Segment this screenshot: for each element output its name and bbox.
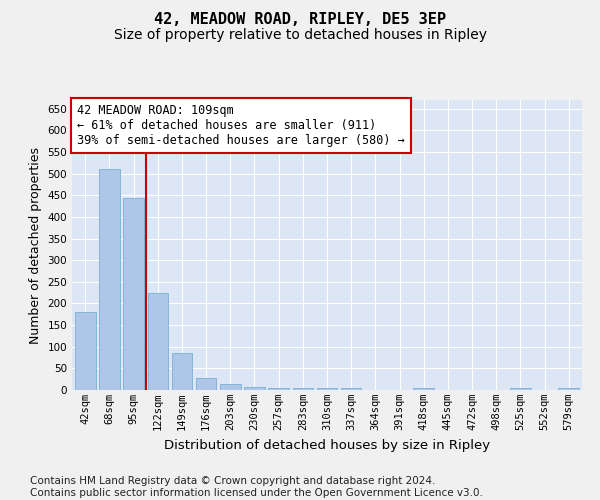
Bar bbox=[196, 378, 217, 390]
Y-axis label: Number of detached properties: Number of detached properties bbox=[29, 146, 42, 344]
Bar bbox=[317, 388, 337, 390]
Text: 42 MEADOW ROAD: 109sqm
← 61% of detached houses are smaller (911)
39% of semi-de: 42 MEADOW ROAD: 109sqm ← 61% of detached… bbox=[77, 104, 405, 148]
Bar bbox=[293, 388, 313, 390]
Text: 42, MEADOW ROAD, RIPLEY, DE5 3EP: 42, MEADOW ROAD, RIPLEY, DE5 3EP bbox=[154, 12, 446, 28]
Bar bbox=[172, 353, 192, 390]
Bar bbox=[220, 384, 241, 390]
Bar bbox=[244, 387, 265, 390]
Bar bbox=[510, 388, 530, 390]
Bar bbox=[341, 388, 361, 390]
Bar bbox=[268, 388, 289, 390]
Text: Contains HM Land Registry data © Crown copyright and database right 2024.
Contai: Contains HM Land Registry data © Crown c… bbox=[30, 476, 483, 498]
Bar bbox=[75, 312, 95, 390]
Bar bbox=[559, 388, 579, 390]
X-axis label: Distribution of detached houses by size in Ripley: Distribution of detached houses by size … bbox=[164, 438, 490, 452]
Bar bbox=[413, 388, 434, 390]
Bar bbox=[124, 198, 144, 390]
Text: Size of property relative to detached houses in Ripley: Size of property relative to detached ho… bbox=[113, 28, 487, 42]
Bar bbox=[99, 170, 120, 390]
Bar bbox=[148, 292, 168, 390]
